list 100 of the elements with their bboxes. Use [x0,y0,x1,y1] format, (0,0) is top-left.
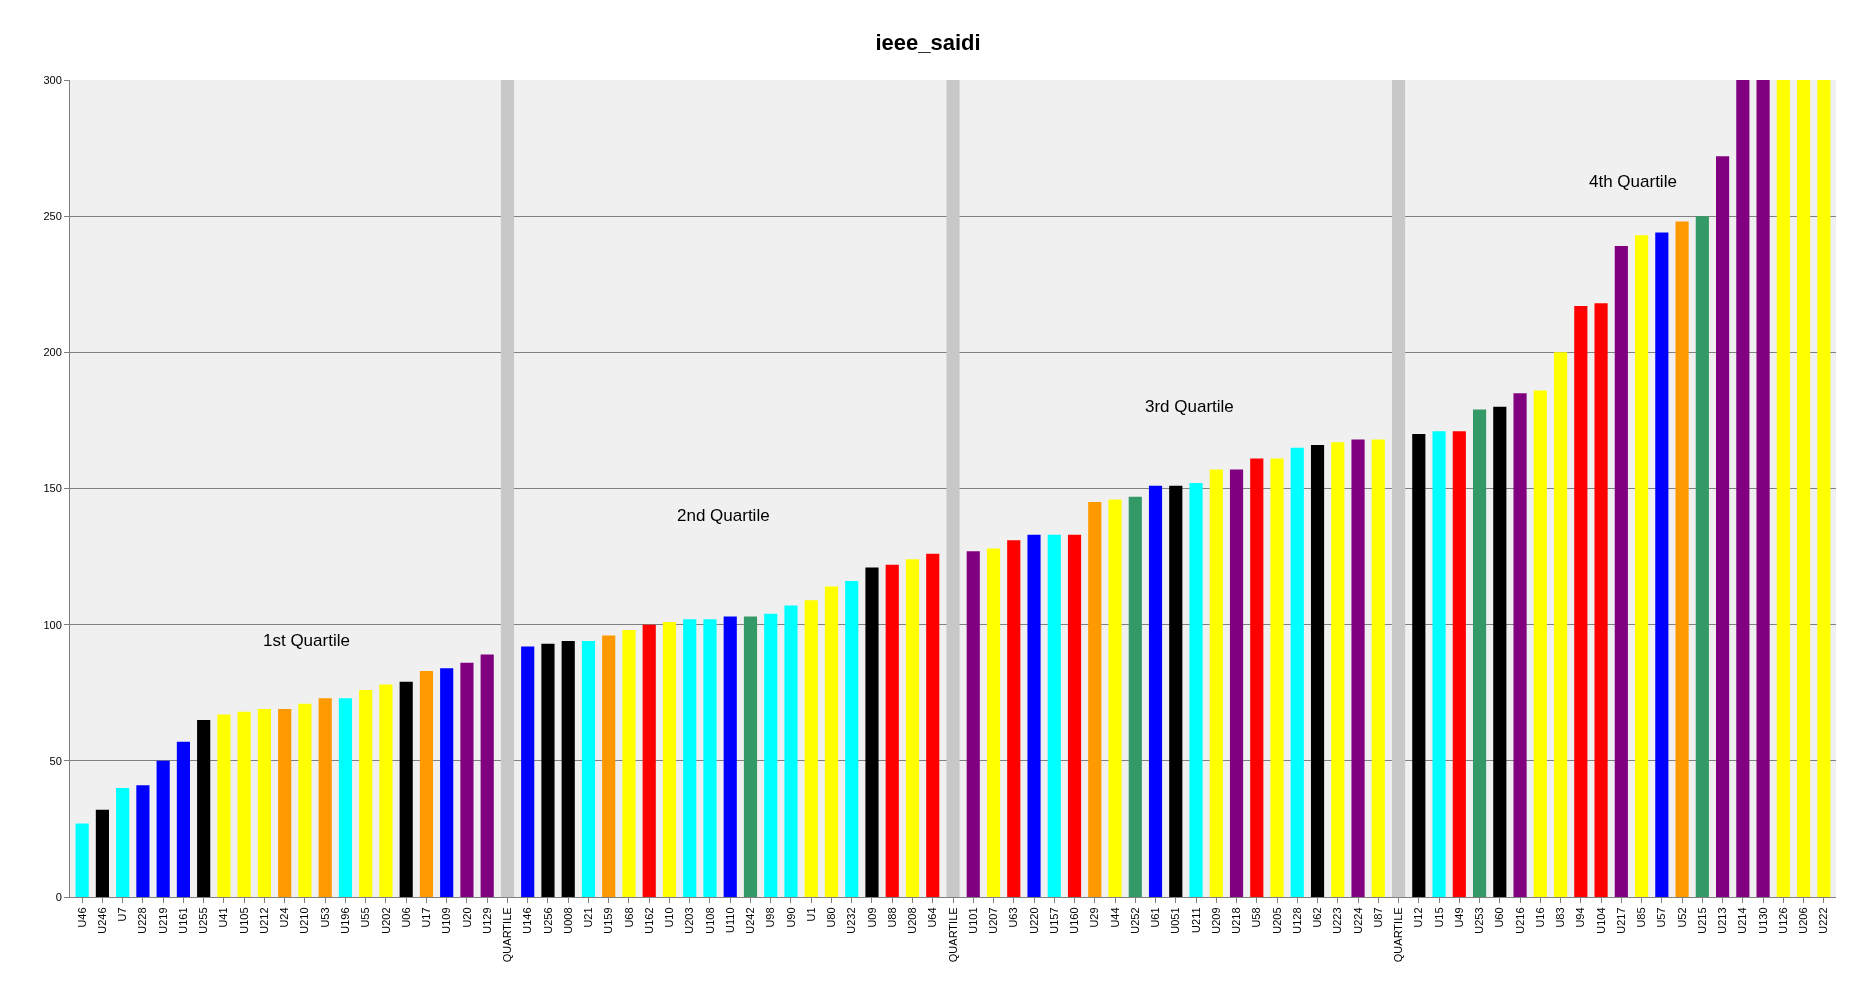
y-tick-label: 100 [43,618,62,631]
x-tick-label: U15 [1432,907,1445,928]
x-tick-label: U209 [1209,907,1222,934]
bar [1148,485,1163,897]
x-tick-label: U008 [561,907,574,934]
bar [257,709,271,897]
x-tick-label: U214 [1736,907,1749,934]
bar [683,619,697,897]
x-tick-label: U051 [1169,907,1182,934]
x-tick-label: U68 [622,907,635,928]
bar [885,564,899,897]
bar [824,586,839,897]
x-tick-label: QUARTILE [501,907,514,963]
bar [1493,406,1507,897]
bar [217,714,231,897]
bar [500,80,515,897]
chart-title: ieee_saidi [875,29,981,55]
bar [1635,235,1649,897]
bar [237,711,251,897]
bar [1695,216,1709,897]
x-tick-label: U44 [1108,907,1121,928]
bar [865,567,879,897]
bar [662,621,677,897]
x-tick-label: U208 [906,907,919,934]
x-tick-label: U146 [521,907,534,934]
x-tick-label: U211 [1189,907,1202,933]
bar [1128,496,1142,897]
bar [1452,431,1466,897]
bar [1412,434,1426,897]
bar [1270,458,1284,897]
bar [1088,502,1102,897]
x-tick-label: U246 [95,907,108,934]
bar [1209,469,1223,897]
bar [642,624,656,897]
x-tick-label: U222 [1817,907,1830,934]
bar [1716,156,1730,897]
x-tick-label: U109 [440,907,453,934]
x-tick-label: U21 [582,907,595,928]
bar [1067,534,1082,897]
x-tick-label: U256 [541,907,554,934]
bar [480,654,494,897]
bar [95,809,109,897]
x-tick-label: U253 [1473,907,1486,934]
x-tick-label: U87 [1371,907,1384,928]
x-tick-label: QUARTILE [1392,907,1405,963]
x-tick-label: U162 [642,907,655,934]
bar [1553,352,1568,897]
x-tick-label: U130 [1756,907,1769,934]
x-tick-label: QUARTILE [946,907,959,963]
x-tick-label: U62 [1311,907,1324,928]
x-tick-label: U213 [1716,907,1729,934]
bar [1736,80,1750,897]
x-tick-label: U20 [460,907,473,928]
bar [703,619,717,897]
bar [1331,442,1345,897]
bar [136,785,150,897]
bar [764,613,778,897]
x-tick-label: U196 [339,907,352,934]
bar [1594,303,1608,897]
x-tick-label: U224 [1351,907,1364,934]
bar [379,684,393,897]
x-tick-label: U12 [1412,907,1425,928]
x-tick-label: U219 [156,907,169,934]
x-tick-label: U80 [825,907,838,928]
x-tick-label: U108 [703,907,716,934]
bar [743,616,758,897]
bar [541,643,555,897]
x-tick-label: U16 [1533,907,1546,928]
x-tick-label: U206 [1797,907,1810,934]
x-tick-label: U57 [1655,907,1668,928]
bar [602,635,616,897]
bar [1776,80,1790,897]
x-tick-label: U41 [217,907,230,928]
x-tick-label: U06 [399,907,412,928]
bar [1533,390,1547,897]
x-tick-label: U128 [1290,907,1303,934]
x-tick-label: U217 [1614,907,1627,934]
bar [359,690,373,897]
bar [1574,306,1588,897]
x-tick-label: U252 [1128,907,1141,934]
x-tick-label: U157 [1047,907,1060,934]
bar [1797,80,1811,897]
bar [723,616,737,897]
x-tick-label: U110 [723,907,736,933]
x-tick-label: U52 [1675,907,1688,928]
x-tick-label: U126 [1776,907,1789,934]
bar [176,741,190,897]
x-tick-label: U220 [1027,907,1040,934]
annotation: 3rd Quartile [1145,397,1234,416]
y-tick-label: 200 [43,346,62,359]
bar [1310,444,1325,897]
bar [156,760,170,897]
x-tick-label: U255 [197,907,210,934]
x-tick-label: U10 [663,907,676,928]
x-tick-label: U160 [1068,907,1081,934]
x-tick-label: U223 [1331,907,1344,934]
bar [1229,469,1244,897]
bar [460,662,474,897]
bar [338,698,353,897]
x-tick-label: U202 [379,907,392,934]
